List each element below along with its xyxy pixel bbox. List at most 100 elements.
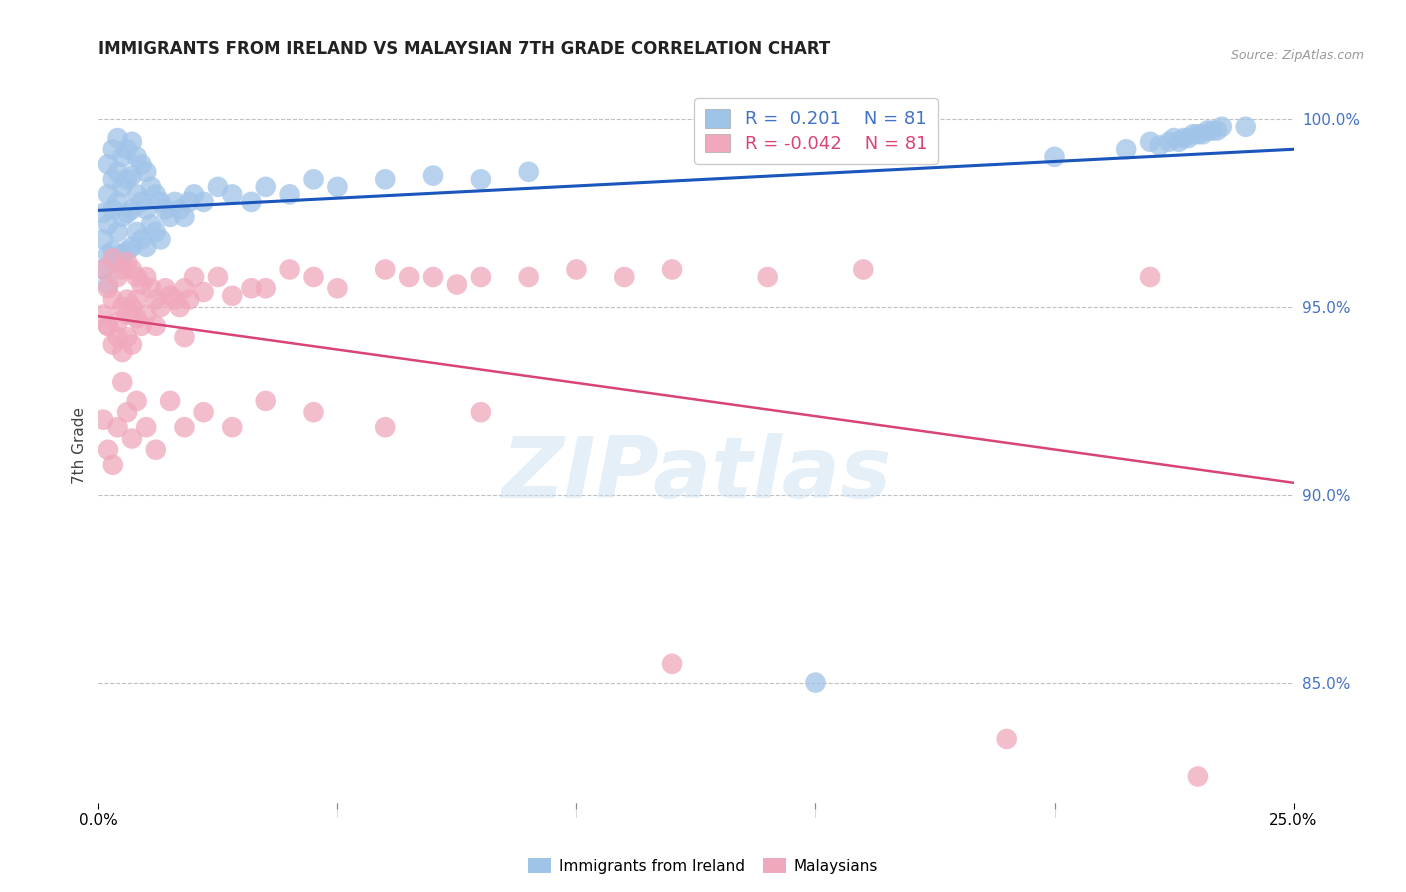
Point [207, 270, 229, 285]
Point [115, 172, 138, 186]
Point [111, 150, 134, 164]
Point [163, 194, 186, 209]
Point [101, 337, 124, 351]
Point [173, 281, 195, 295]
Point [135, 202, 157, 217]
Point [173, 420, 195, 434]
Point [1187, 128, 1209, 142]
Point [163, 293, 186, 307]
Point [107, 270, 129, 285]
Point [173, 330, 195, 344]
Point [115, 142, 138, 156]
Point [97, 318, 120, 333]
Point [91, 262, 114, 277]
Point [121, 300, 143, 314]
Point [1182, 128, 1205, 142]
Point [139, 281, 162, 295]
Point [155, 202, 177, 217]
Point [159, 210, 181, 224]
Point [1115, 142, 1137, 156]
Point [139, 179, 162, 194]
Point [470, 270, 492, 285]
Point [1197, 123, 1219, 137]
Point [193, 285, 215, 299]
Point [1163, 131, 1185, 145]
Point [145, 442, 167, 457]
Point [121, 169, 143, 183]
Point [995, 731, 1018, 746]
Point [145, 187, 167, 202]
Point [101, 142, 124, 156]
Point [804, 675, 827, 690]
Point [145, 225, 167, 239]
Point [131, 157, 153, 171]
Point [125, 225, 148, 239]
Point [159, 289, 181, 303]
Point [97, 187, 120, 202]
Point [115, 405, 138, 419]
Point [111, 300, 134, 314]
Point [221, 289, 243, 303]
Point [193, 194, 215, 209]
Point [131, 194, 153, 209]
Point [278, 187, 301, 202]
Point [302, 270, 325, 285]
Point [107, 165, 129, 179]
Point [149, 300, 172, 314]
Point [852, 262, 875, 277]
Point [125, 393, 148, 408]
Point [101, 293, 124, 307]
Point [125, 311, 148, 326]
Point [613, 270, 636, 285]
Point [115, 293, 138, 307]
Point [1159, 135, 1181, 149]
Point [374, 420, 396, 434]
Point [1167, 135, 1189, 149]
Point [398, 270, 420, 285]
Point [131, 318, 153, 333]
Point [661, 657, 683, 671]
Point [145, 318, 167, 333]
Point [517, 165, 540, 179]
Point [422, 169, 444, 183]
Point [326, 179, 349, 194]
Point [422, 270, 444, 285]
Point [1211, 120, 1233, 134]
Point [101, 251, 124, 265]
Point [115, 255, 138, 269]
Point [278, 262, 301, 277]
Point [115, 244, 138, 258]
Point [115, 330, 138, 344]
Point [374, 172, 396, 186]
Point [135, 165, 157, 179]
Point [101, 458, 124, 472]
Point [302, 172, 325, 186]
Point [97, 277, 120, 292]
Point [111, 345, 134, 359]
Point [1173, 131, 1195, 145]
Point [254, 179, 277, 194]
Point [1187, 770, 1209, 784]
Point [193, 405, 215, 419]
Point [107, 330, 129, 344]
Point [97, 157, 120, 171]
Point [565, 262, 588, 277]
Point [101, 202, 124, 217]
Point [111, 375, 134, 389]
Point [131, 232, 153, 246]
Point [173, 210, 195, 224]
Point [111, 179, 134, 194]
Point [107, 131, 129, 145]
Point [1139, 270, 1161, 285]
Point [1149, 138, 1171, 153]
Point [107, 194, 129, 209]
Point [91, 308, 114, 322]
Point [240, 281, 263, 295]
Point [169, 300, 191, 314]
Point [221, 420, 243, 434]
Point [101, 244, 124, 258]
Point [1139, 135, 1161, 149]
Point [517, 270, 540, 285]
Point [240, 194, 263, 209]
Point [179, 194, 201, 209]
